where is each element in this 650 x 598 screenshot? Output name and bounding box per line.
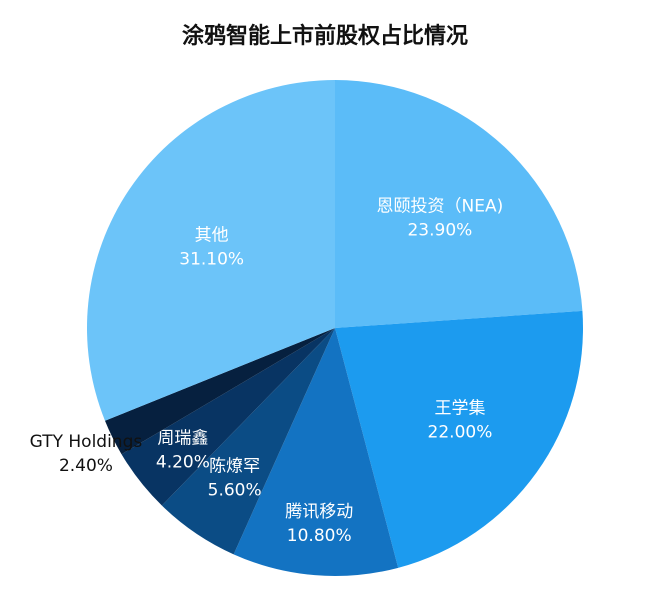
slice-value-label: 23.90% <box>407 221 472 241</box>
slice-value-label: 4.20% <box>156 453 210 473</box>
chart-title: 涂鸦智能上市前股权占比情况 <box>181 24 468 49</box>
slice-value-label: 22.00% <box>428 423 493 443</box>
slice-name-label: 周瑞鑫 <box>157 429 208 449</box>
pie-slice <box>121 328 335 506</box>
pie-slice <box>86 80 335 421</box>
pie-slice <box>161 328 335 555</box>
slice-name-label: 王学集 <box>434 399 485 419</box>
slice-value-label: 31.10% <box>179 250 244 270</box>
slice-name-label: 其他 <box>195 226 229 246</box>
slice-name-label: 腾讯移动 <box>285 502 353 522</box>
pie-slice <box>335 80 583 328</box>
slice-name-label: 陈燎罕 <box>209 457 260 477</box>
pie-slice <box>233 328 399 576</box>
slice-value-label: 10.80% <box>287 526 352 546</box>
pie-slice <box>335 310 583 568</box>
slice-value-label: 2.40% <box>59 456 113 476</box>
slice-name-label: 恩颐投资（NEA) <box>377 197 504 217</box>
slice-name-label: GTY Holdings <box>30 432 143 452</box>
slice-value-label: 5.60% <box>208 481 262 501</box>
pie-slice <box>104 328 336 455</box>
